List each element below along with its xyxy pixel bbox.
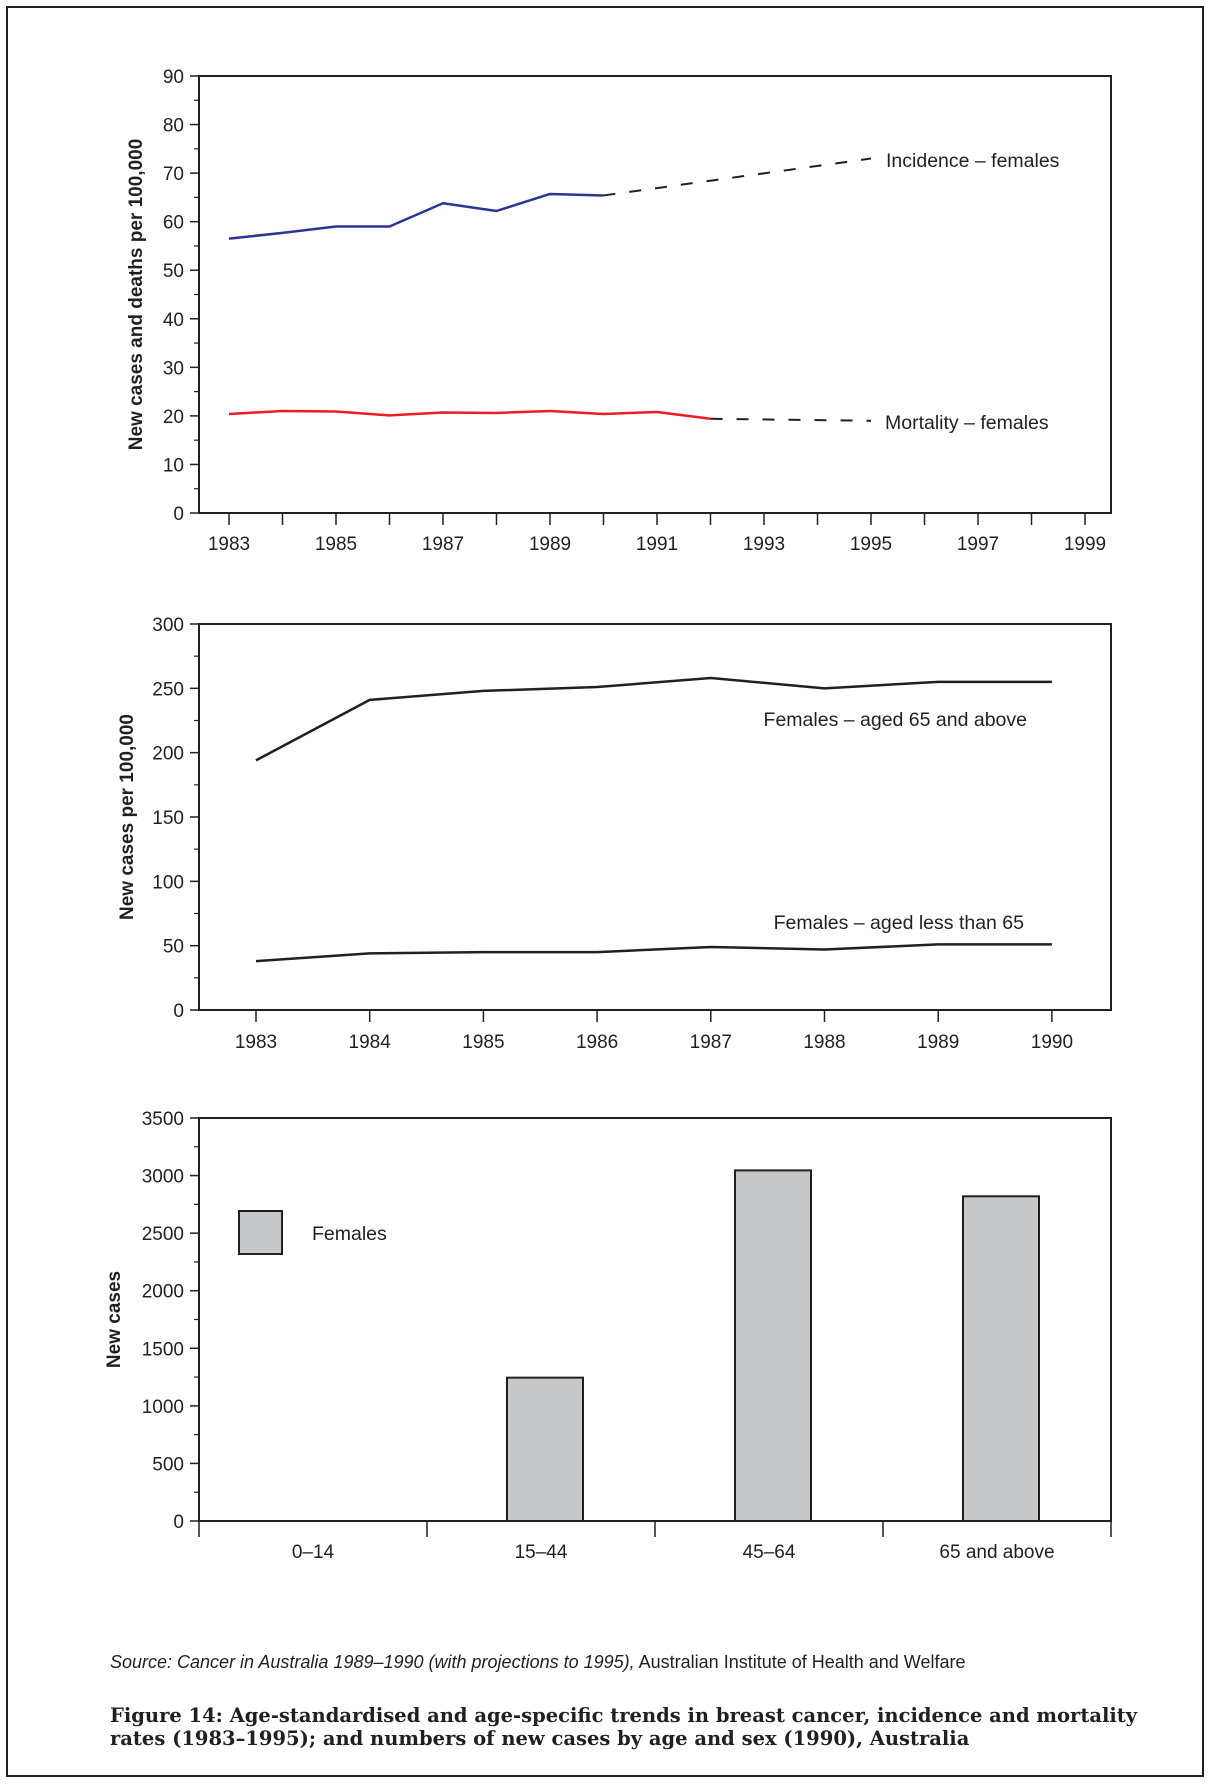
x-tick-label: 1993 [743, 534, 785, 555]
y-tick-label: 40 [163, 310, 184, 331]
x-tick-label: 1983 [235, 1032, 277, 1053]
source-publisher: Australian Institute of Health and Welfa… [634, 1652, 966, 1672]
x-tick-label: 1987 [422, 534, 464, 555]
x-category-label: 15–44 [515, 1542, 568, 1563]
mortality-annotation: Mortality – females [885, 412, 1049, 434]
page-frame [6, 6, 1204, 1777]
aged-65-above-line [255, 676, 1052, 762]
aged-65-above-annotation: Females – aged 65 and above [764, 709, 1027, 731]
mortality-projection-line [710, 417, 872, 422]
x-tick-label: 1984 [349, 1032, 392, 1053]
x-tick-label: 1983 [208, 534, 250, 555]
y-tick-label: 1000 [142, 1397, 184, 1418]
y-tick-label: 50 [163, 937, 184, 958]
y-tick-label: 2500 [142, 1224, 184, 1245]
x-category-label: 0–14 [292, 1542, 335, 1563]
new-cases-bar-chart: 0 500 1000 1500 2000 2500 3000 3500 New cases 0–1… [104, 1109, 1112, 1563]
y-tick-label: 0 [173, 1001, 184, 1022]
y-tick-label: 1500 [142, 1339, 184, 1360]
y-axis-title: New cases per 100,000 [117, 714, 138, 920]
age-specific-line-chart: 0 50 100 150 200 250 300 New cases per 100,000 1… [117, 615, 1112, 1053]
x-tick-label: 1987 [690, 1032, 732, 1053]
y-axis-title: New cases [104, 1271, 125, 1368]
y-tick-label: 30 [163, 358, 184, 379]
x-tick-label: 1997 [957, 534, 999, 555]
y-tick-label: 200 [152, 744, 184, 765]
y-tick-label: 80 [163, 116, 184, 137]
source-note: Source: Cancer in Australia 1989–1990 (w… [110, 1652, 966, 1673]
y-tick-label: 90 [163, 67, 184, 88]
figure-caption: Figure 14: Age-standardised and age-spec… [110, 1704, 1138, 1750]
x-tick-label: 1995 [850, 534, 892, 555]
y-tick-label: 100 [152, 872, 184, 893]
x-tick-label: 1988 [803, 1032, 845, 1053]
y-tick-label: 20 [163, 407, 184, 428]
x-tick-label: 1986 [576, 1032, 618, 1053]
x-category-label: 45–64 [743, 1542, 796, 1563]
bar-65-and-above [962, 1195, 1040, 1522]
y-tick-label: 60 [163, 213, 184, 234]
source-title: Source: Cancer in Australia 1989–1990 (w… [110, 1652, 635, 1672]
aged-under-65-line [255, 943, 1052, 963]
legend-swatch [238, 1210, 283, 1255]
y-tick-label: 150 [152, 808, 184, 829]
bar-15-44 [506, 1376, 584, 1522]
x-tick-label: 1990 [1031, 1032, 1073, 1053]
x-tick-label: 1989 [917, 1032, 959, 1053]
x-tick-label: 1985 [315, 534, 357, 555]
legend-label: Females [312, 1223, 387, 1245]
y-tick-label: 10 [163, 455, 184, 476]
incidence-projection-line [603, 157, 872, 197]
y-tick-label: 70 [163, 164, 184, 185]
y-tick-label: 500 [152, 1454, 184, 1475]
incidence-annotation: Incidence – females [886, 150, 1060, 172]
x-tick-label: 1999 [1064, 534, 1106, 555]
mortality-line [228, 409, 711, 421]
y-tick-label: 0 [173, 1512, 184, 1533]
aged-under-65-annotation: Females – aged less than 65 [774, 912, 1025, 934]
y-tick-label: 300 [152, 615, 184, 636]
incidence-mortality-line-chart: 0 10 20 30 40 50 60 70 80 90 New cases and deaths … [126, 67, 1112, 555]
y-tick-label: 0 [173, 504, 184, 525]
y-tick-label: 3000 [142, 1167, 184, 1188]
x-tick-label: 1991 [636, 534, 678, 555]
x-tick-label: 1985 [462, 1032, 504, 1053]
y-tick-label: 2000 [142, 1282, 184, 1303]
y-tick-label: 50 [163, 261, 184, 282]
x-tick-label: 1989 [529, 534, 571, 555]
bar-45-64 [734, 1169, 812, 1522]
y-tick-label: 250 [152, 679, 184, 700]
x-category-label: 65 and above [939, 1542, 1054, 1563]
y-axis-title: New cases and deaths per 100,000 [126, 139, 147, 451]
y-tick-label: 3500 [142, 1109, 184, 1130]
incidence-line [228, 192, 604, 240]
